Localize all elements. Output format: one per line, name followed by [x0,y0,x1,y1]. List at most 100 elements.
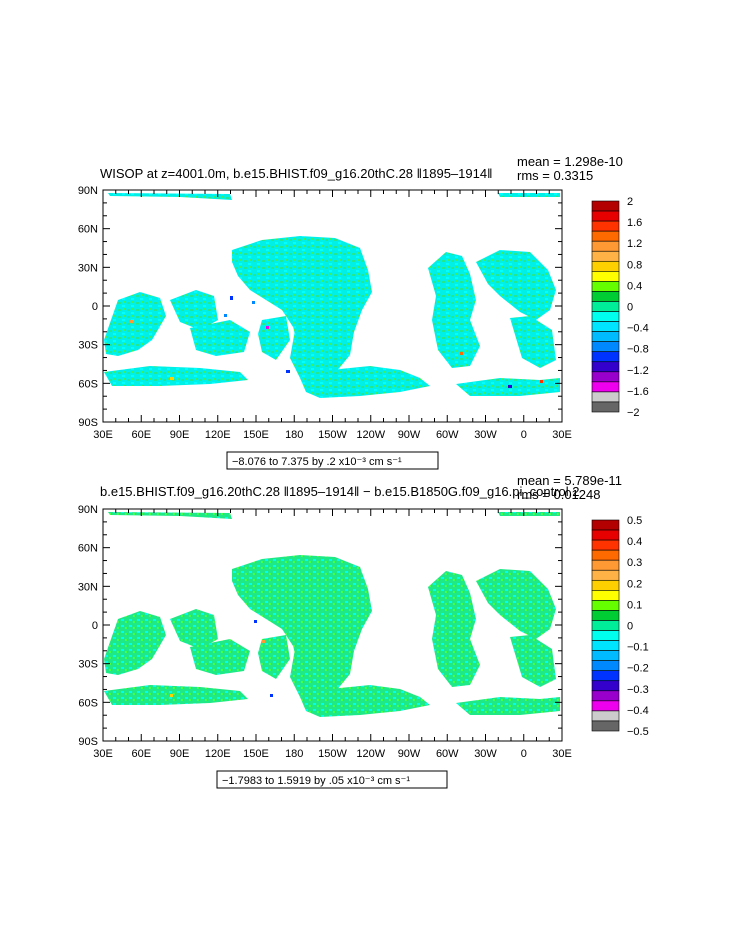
colorbar-swatch [591,640,620,651]
colorbar-swatch [591,210,620,222]
colorbar-label: −1.6 [627,386,649,398]
x-tick-label: 90W [398,748,421,760]
x-tick-label: 90W [398,429,421,441]
colorbar-label: −1.2 [627,365,649,377]
colorbar-label: −0.4 [627,323,649,335]
y-tick-label: 60S [78,697,98,709]
panel-2-mean: mean = 5.789e-11 [517,473,622,488]
y-tick-label: 0 [92,620,98,632]
colorbar-label: −0.8 [627,344,649,356]
x-tick-label: 30E [552,429,572,441]
y-tick-label: 30S [78,340,98,352]
x-tick-label: 90E [170,748,190,760]
x-tick-label: 60E [131,429,151,441]
colorbar-label: −0.2 [627,663,649,675]
colorbar-label: 0 [627,621,633,633]
colorbar-swatch [591,600,620,611]
panel-1-title: WISOP at z=4001.0m, b.e15.BHIST.f09_g16.… [100,166,492,181]
colorbar-swatch [591,680,620,692]
colorbar-swatch [591,590,620,601]
x-tick-label: 150E [243,429,269,441]
panel-2-axes: 30E 60E 90E 120E 150E 180 150W 120W 90W 60W 30W 0 30… [78,504,572,760]
panel-1-colorbar: 2 1.6 1.2 0.8 0.4 0 −0.4 −0.8 −1.2 −1.6 −2 [591,196,649,419]
colorbar-label: 0.2 [627,578,642,590]
panel-2-rms: rms = 0.01248 [517,487,600,502]
colorbar-swatch [591,220,620,232]
y-tick-label: 90S [78,417,98,429]
colorbar-swatch [591,240,620,252]
colorbar-swatch [591,341,620,353]
x-tick-label: 30E [93,429,113,441]
x-tick-label: 30W [474,429,497,441]
x-tick-label: 150E [243,748,269,760]
colorbar-swatch [591,260,620,272]
colorbar-swatch [591,529,620,541]
colorbar-swatch [591,401,620,413]
y-tick-label: 60N [78,543,98,555]
panel-2-colorbar: 0.5 0.4 0.3 0.2 0.1 0 −0.1 −0.2 −0.3 −0.4 −0.5 [591,515,649,738]
y-tick-label: 30S [78,659,98,671]
colorbar-swatch [591,720,620,732]
colorbar-swatch [591,579,620,591]
colorbar-swatch [591,311,620,322]
colorbar-swatch [591,630,620,641]
colorbar-label: 0.4 [627,536,642,548]
colorbar-swatch [591,559,620,571]
panel-1-range-box [226,451,439,470]
x-tick-label: 150W [318,429,347,441]
colorbar-label: 0.8 [627,259,642,271]
x-tick-label: 60E [131,748,151,760]
panel-1-axes: 30E 60E 90E 120E 150E 180 150W 120W 90W 60W 30W 0 30… [78,185,572,441]
panel-1-speckles [130,296,543,388]
colorbar-swatch [591,670,620,682]
x-tick-label: 30E [93,748,113,760]
panel-1-rms: rms = 0.3315 [517,168,593,183]
colorbar-label: 1.2 [627,238,642,250]
colorbar-swatch [591,620,620,631]
colorbar-label: 0.4 [627,280,642,292]
colorbar-label: −0.4 [627,705,649,717]
x-tick-label: 150W [318,748,347,760]
colorbar-swatch [591,381,620,393]
colorbar-label: 0 [627,302,633,314]
panel-2: b.e15.BHIST.f09_g16.20thC.28 ‖1895–1914‖… [78,473,649,789]
colorbar-swatch [591,351,620,363]
panel-1-mean: mean = 1.298e-10 [517,154,623,169]
colorbar-label: −0.1 [627,642,649,654]
colorbar-swatch [591,271,620,282]
colorbar-swatch [591,321,620,332]
panel-2-map [104,512,560,717]
colorbar-swatch [591,331,620,342]
x-tick-label: 120E [205,748,231,760]
colorbar-label: 0.1 [627,599,642,611]
panel-1-range-label: −8.076 to 7.375 by .2 x10⁻³ cm s⁻¹ [232,456,402,468]
colorbar-swatch [591,610,620,621]
colorbar-label: 2 [627,196,633,208]
colorbar-swatch [591,660,620,672]
x-tick-label: 30E [552,748,572,760]
x-tick-label: 0 [521,748,527,760]
colorbar-swatch [591,710,620,722]
colorbar-swatch [591,539,620,551]
x-tick-label: 0 [521,429,527,441]
colorbar-swatch [591,281,620,292]
colorbar-swatch [591,200,620,212]
colorbar-swatch [591,230,620,242]
colorbar-swatch [591,371,620,383]
y-tick-label: 30N [78,581,98,593]
colorbar-label: 0.3 [627,557,642,569]
colorbar-label: 1.6 [627,217,642,229]
y-tick-label: 90N [78,504,98,516]
panel-1-map [104,193,560,398]
x-tick-label: 120W [356,429,385,441]
y-tick-label: 60S [78,378,98,390]
colorbar-swatch [591,361,620,373]
colorbar-swatch [591,690,620,702]
colorbar-swatch [591,250,620,262]
x-tick-label: 180 [285,429,303,441]
y-tick-label: 30N [78,262,98,274]
x-tick-label: 90E [170,429,190,441]
y-tick-label: 90S [78,736,98,748]
colorbar-label: −0.5 [627,726,649,738]
x-tick-label: 60W [436,429,459,441]
